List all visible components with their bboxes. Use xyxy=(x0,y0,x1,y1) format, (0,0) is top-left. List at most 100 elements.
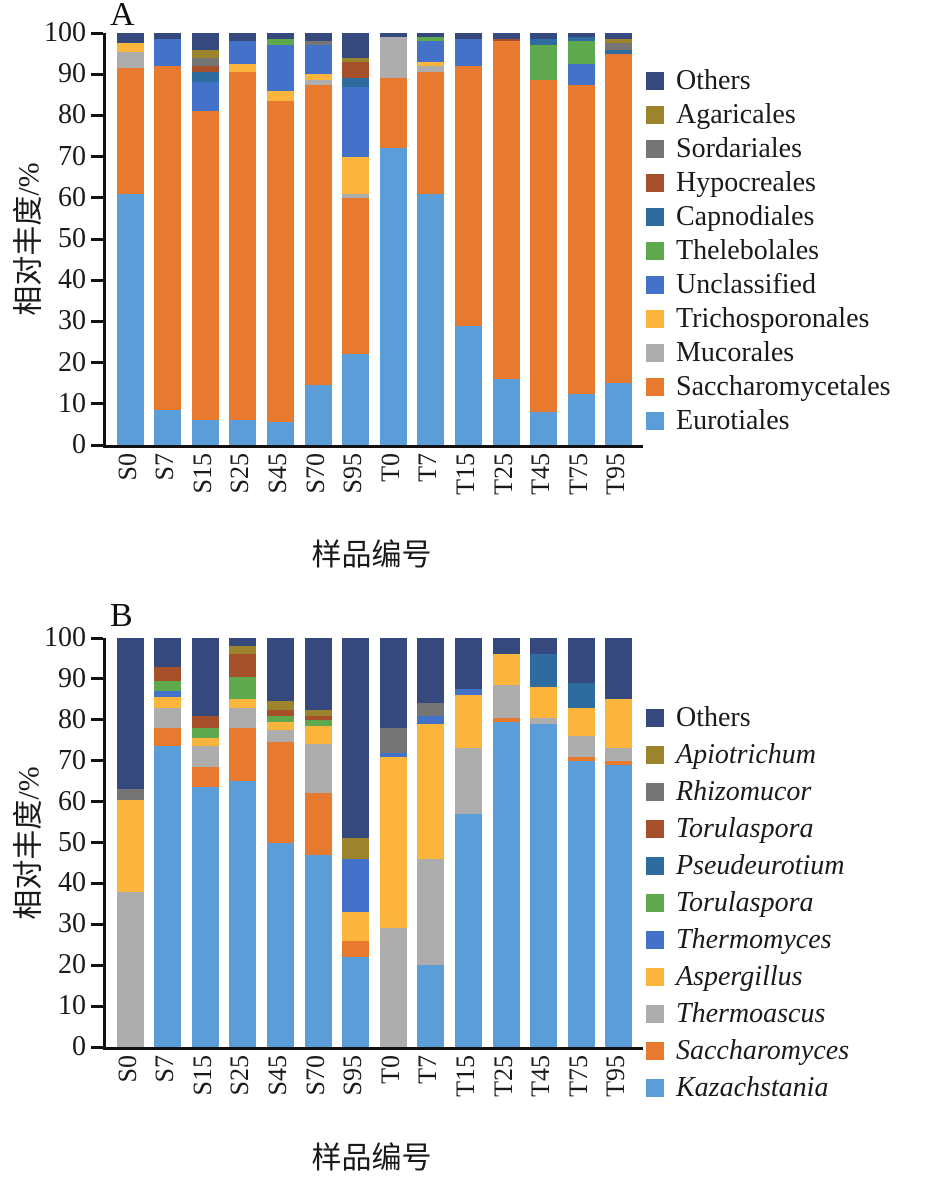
panel-b-y-axis-title: 相对丰度/% xyxy=(13,765,47,920)
legend-label: Torulaspora xyxy=(676,812,814,844)
segment-aspergillus xyxy=(304,725,332,745)
segment-pseudeurotium xyxy=(530,654,558,688)
legend-item-saccharomycetales: Saccharomycetales xyxy=(646,370,891,404)
panel-a: A 相对丰度/% 0 10 20 30 40 50 60 70 80 90 100 S0 S7 S15 S… xyxy=(13,0,891,572)
segment-mucorales xyxy=(116,51,144,69)
legend-label: Agaricales xyxy=(676,99,796,130)
y-tick-label: 20 xyxy=(58,346,86,378)
x-tick-label: T75 xyxy=(563,453,593,495)
segment-apiotrichum xyxy=(304,709,332,716)
bar-T95 xyxy=(605,33,633,445)
x-tick-T25: T25 xyxy=(489,451,518,537)
x-tick-label: T0 xyxy=(375,453,405,482)
segment-unclassified xyxy=(266,45,294,91)
legend-swatch xyxy=(646,106,664,124)
segment-kazachstania xyxy=(417,965,445,1047)
y-tick-label: 0 xyxy=(72,429,86,460)
segment-aspergillus xyxy=(417,723,445,859)
legend-item-hypocreales: Hypocreales xyxy=(646,166,891,200)
segment-aspergillus xyxy=(154,697,182,708)
segment-saccharomyces xyxy=(342,940,370,958)
x-tick-T0: T0 xyxy=(376,1053,405,1139)
segment-thermoascus xyxy=(116,891,144,1047)
segment-thermoascus xyxy=(379,928,407,1047)
segment-thermomyces xyxy=(342,858,370,913)
x-tick-label: T95 xyxy=(601,1055,631,1097)
x-tick-T7: T7 xyxy=(413,451,442,537)
segment-capnodiales xyxy=(605,49,633,54)
panel-b-plot-area: 相对丰度/% 0 10 20 30 40 50 60 70 80 90 100 xyxy=(13,623,643,1062)
legend-item-saccharomyces: Saccharomyces xyxy=(646,1032,849,1069)
segment-others xyxy=(304,33,332,42)
segment-saccharomyces xyxy=(492,717,520,722)
segment-aspergillus xyxy=(530,687,558,718)
segment-saccharomycetales xyxy=(342,197,370,355)
segment-others xyxy=(417,33,445,38)
segment-agaricales xyxy=(342,57,370,62)
segment-others xyxy=(492,638,520,655)
bar-S70 xyxy=(304,638,332,1047)
legend-swatch xyxy=(646,708,664,727)
x-tick-S45: S45 xyxy=(263,1053,292,1139)
bar-T25 xyxy=(492,638,520,1047)
segment-others xyxy=(379,33,407,38)
segment-thermoascus xyxy=(530,717,558,724)
x-tick-label: T95 xyxy=(601,453,631,495)
legend-label: Others xyxy=(676,701,751,733)
y-tick-mark xyxy=(91,443,103,447)
x-tick-S95: S95 xyxy=(338,451,367,537)
segment-others xyxy=(191,33,219,50)
segment-kazachstania xyxy=(342,957,370,1047)
y-tick-mark xyxy=(91,800,103,804)
y-tick-mark xyxy=(91,155,103,159)
segment-saccharomycetales xyxy=(154,65,182,410)
segment-eurotiales xyxy=(530,412,558,445)
segment-capnodiales xyxy=(191,72,219,83)
y-tick-mark xyxy=(91,1045,103,1049)
segment-thermomyces xyxy=(454,689,482,696)
bar-S15 xyxy=(191,638,219,1047)
x-tick-label: S0 xyxy=(112,1055,142,1083)
x-tick-S7: S7 xyxy=(150,1053,179,1139)
segment-torulaspora xyxy=(154,666,182,681)
bar-S7 xyxy=(154,638,182,1047)
legend-swatch xyxy=(646,174,664,192)
bar-T75 xyxy=(567,638,595,1047)
legend-item-unclassified: Unclassified xyxy=(646,268,891,302)
segment-saccharomycetales xyxy=(492,41,520,380)
segment-kazachstania xyxy=(530,723,558,1047)
segment-agaricales xyxy=(191,49,219,58)
segment-others xyxy=(342,638,370,839)
x-tick-label: S15 xyxy=(187,1055,217,1096)
legend-label: Torulaspora xyxy=(676,886,814,918)
segment-trichosporonales xyxy=(417,61,445,66)
segment-others xyxy=(342,33,370,58)
segment-others xyxy=(530,638,558,655)
segment-others xyxy=(116,33,144,44)
bar-T75 xyxy=(567,33,595,445)
bar-S25 xyxy=(229,638,257,1047)
segment-eurotiales xyxy=(304,385,332,445)
bar-S0 xyxy=(116,638,144,1047)
segment-torulaspora xyxy=(266,709,294,716)
legend-item-thermoascus: Thermoascus xyxy=(646,995,849,1032)
bar-T95 xyxy=(605,638,633,1047)
segment-eurotiales xyxy=(266,422,294,445)
legend-swatch xyxy=(646,72,664,90)
segment-eurotiales xyxy=(492,379,520,445)
y-tick-label: 80 xyxy=(58,99,86,131)
segment-eurotiales xyxy=(379,148,407,445)
segment-others xyxy=(154,638,182,667)
segment-thermoascus xyxy=(417,858,445,966)
segment-aspergillus xyxy=(379,756,407,929)
x-tick-label: S7 xyxy=(150,453,180,481)
bar-S7 xyxy=(154,33,182,445)
segment-rhizomucor xyxy=(116,789,144,800)
x-tick-S7: S7 xyxy=(150,451,180,537)
x-tick-T45: T45 xyxy=(526,1053,555,1139)
segment-others xyxy=(530,33,558,40)
y-tick-mark xyxy=(91,113,103,117)
legend-label: Thelebolales xyxy=(676,235,820,266)
segment-kazachstania xyxy=(605,764,633,1047)
panel-a-y-axis-title: 相对丰度/% xyxy=(13,162,47,316)
